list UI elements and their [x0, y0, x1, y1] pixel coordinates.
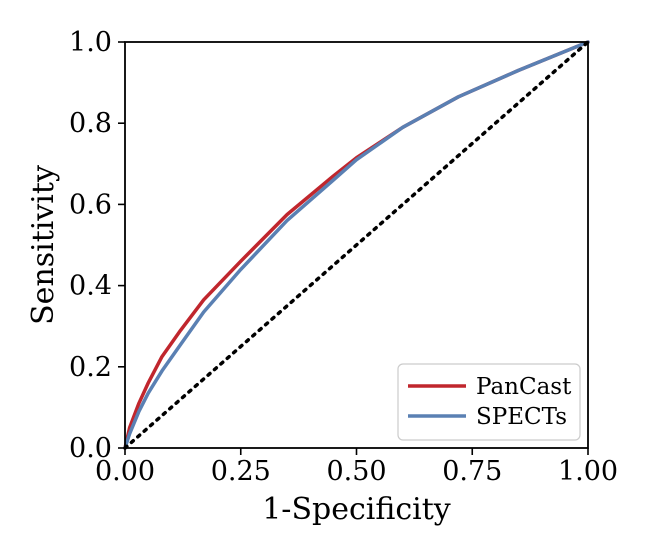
y-tick-label: 0.8	[69, 108, 112, 139]
reference-diagonal-line	[123, 40, 590, 450]
axis-ticks: 0.00 0.25 0.50 0.75 1.00 0.0 0.2 0.4 0.6 0.8 1.0	[69, 27, 618, 487]
x-tick-label: 0.75	[442, 456, 502, 487]
x-tick-label: 1.00	[558, 456, 618, 487]
legend: PanCast SPECTs	[397, 363, 581, 441]
x-tick-label: 0.00	[95, 456, 155, 487]
legend-label-pancast: PanCast	[476, 374, 572, 400]
y-tick-label: 0.0	[69, 433, 112, 464]
y-tick-label: 1.0	[69, 27, 112, 58]
x-tick-label: 0.50	[326, 456, 386, 487]
y-tick-label: 0.2	[69, 352, 112, 383]
y-axis-label: Sensitivity	[26, 165, 61, 325]
legend-label-spects: SPECTs	[476, 404, 567, 430]
x-tick-label: 0.25	[211, 456, 271, 487]
series-line-spects	[123, 40, 590, 450]
x-axis-label: 1-Specificity	[262, 492, 451, 527]
y-tick-label: 0.4	[69, 271, 112, 302]
y-tick-label: 0.6	[69, 189, 112, 220]
legend-box	[397, 363, 581, 441]
